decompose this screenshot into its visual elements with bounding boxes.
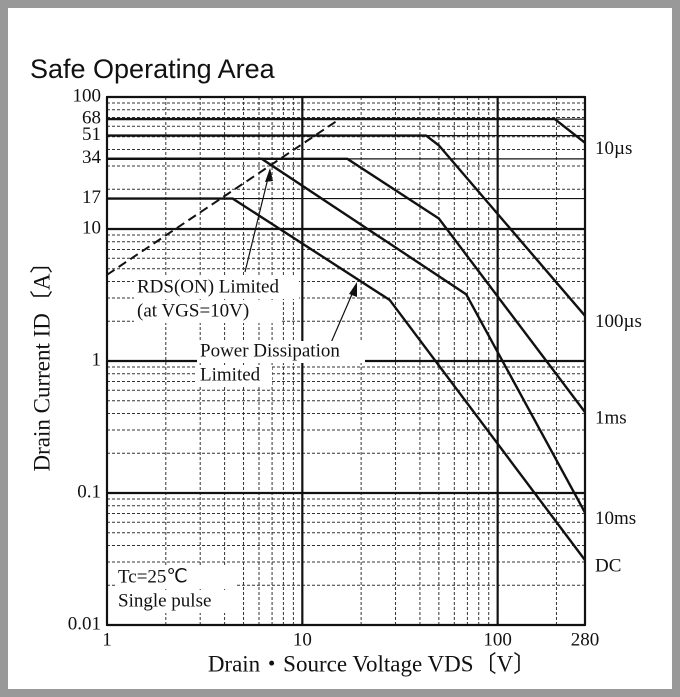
curve: [107, 117, 586, 144]
curve: [107, 157, 587, 514]
annotation: Tc=25℃: [118, 566, 188, 587]
x-tick-label: 10: [293, 629, 312, 650]
arrow-head: [265, 168, 273, 182]
label-bg: [591, 508, 643, 531]
x-tick-label: 280: [571, 629, 600, 650]
curve: [107, 134, 586, 317]
series-label: 100µs: [595, 311, 642, 332]
limit-line: [106, 118, 341, 276]
x-tick-label: 1: [102, 629, 112, 650]
x-axis-label: Drain・Source Voltage VDS〔V〕: [208, 651, 536, 676]
annotation: Limited: [200, 364, 261, 385]
annotation: (at VGS=10V): [137, 300, 249, 321]
y-tick-label: 51: [82, 124, 101, 145]
y-tick-label: 100: [73, 85, 102, 106]
annotation-bg: [115, 567, 235, 589]
y-tick-label: 10: [82, 217, 101, 238]
label-bg: [591, 311, 643, 334]
y-tick-label: 17: [82, 187, 101, 208]
series-label: 10µs: [595, 138, 632, 159]
annotation: Power Dissipation: [200, 340, 340, 361]
annotation-bg: [134, 277, 299, 299]
y-tick-label: 0.1: [77, 481, 101, 502]
annotation: Single pulse: [118, 590, 211, 611]
label-bg: [591, 556, 643, 579]
y-tick-label: 34: [82, 147, 102, 168]
arrow: [244, 169, 271, 273]
y-tick-label: 0.01: [68, 613, 101, 634]
arrow-head: [349, 282, 357, 297]
y-tick-label: 68: [82, 107, 101, 128]
curve: [107, 197, 586, 561]
y-tick-label: 1: [92, 349, 102, 370]
series-label: 1ms: [595, 407, 627, 428]
y-axis-label: Drain Current ID〔A〕: [29, 250, 54, 471]
annotation: RDS(ON) Limited: [137, 276, 279, 297]
annotation-bg: [197, 341, 365, 363]
chart-title: Safe Operating Area: [30, 54, 276, 84]
series-label: DC: [595, 555, 621, 576]
label-bg: [591, 138, 643, 161]
annotation-bg: [134, 301, 282, 323]
series-label: 10ms: [595, 508, 636, 529]
arrow: [329, 284, 357, 346]
label-bg: [591, 408, 643, 431]
annotation-bg: [115, 591, 233, 613]
x-tick-label: 100: [483, 629, 512, 650]
annotation-bg: [197, 365, 272, 387]
